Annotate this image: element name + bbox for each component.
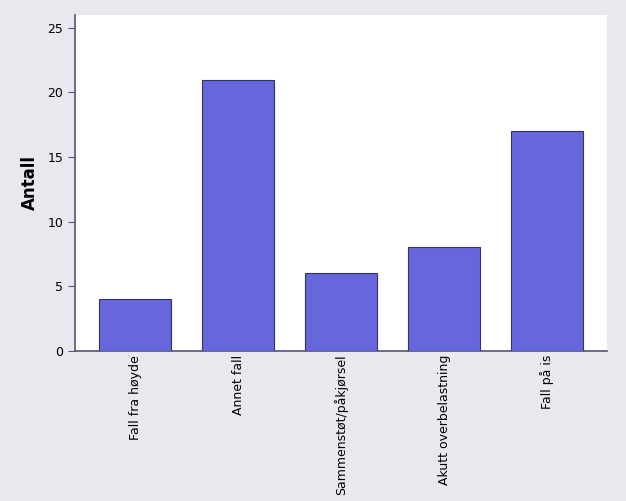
Bar [305, 273, 377, 351]
Bar [408, 247, 480, 351]
Bar [100, 299, 172, 351]
Bar [511, 131, 583, 351]
Y-axis label: Antall: Antall [21, 155, 39, 210]
Bar [202, 80, 274, 351]
